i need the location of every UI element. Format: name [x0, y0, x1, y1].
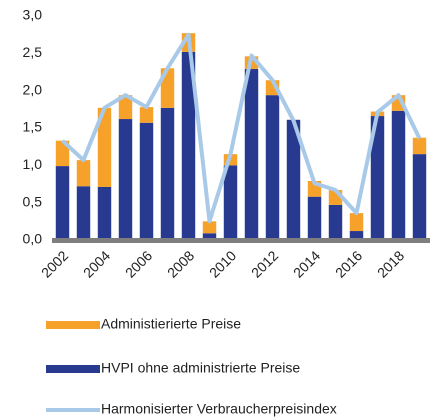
legend-swatch	[46, 365, 100, 373]
x-tick-label: 2006	[122, 247, 155, 280]
x-tick-label: 2018	[374, 247, 407, 280]
x-axis	[52, 238, 430, 243]
legend-label: HVPI ohne administrierte Preise	[101, 360, 300, 376]
bar	[286, 119, 301, 240]
line	[61, 32, 422, 224]
bar	[118, 119, 133, 240]
legend-label: Harmonisierter Verbraucherpreisindex	[101, 401, 337, 417]
bar	[139, 107, 154, 123]
bar	[202, 233, 217, 240]
bar	[76, 186, 91, 240]
bar	[202, 221, 217, 234]
x-tick-label: 2012	[248, 247, 281, 280]
y-tick-label: 0,0	[23, 231, 43, 247]
x-tick-label: 2010	[206, 247, 239, 280]
bar	[55, 166, 70, 240]
y-tick-label: 1,5	[23, 119, 43, 135]
bar	[265, 95, 280, 240]
x-tick-label: 2002	[38, 247, 71, 280]
x-tick-label: 2016	[332, 247, 365, 280]
bar	[97, 186, 112, 240]
bar	[412, 154, 427, 240]
bar	[307, 196, 322, 240]
bar	[370, 116, 385, 240]
x-tick-label: 2008	[164, 247, 197, 280]
bar	[328, 204, 343, 240]
bar	[349, 231, 364, 240]
bar	[118, 95, 133, 120]
y-tick-label: 2,0	[23, 81, 43, 97]
y-tick-label: 3,0	[23, 7, 43, 23]
bar	[244, 69, 259, 240]
bar	[223, 165, 238, 240]
y-tick-label: 0,5	[23, 193, 43, 209]
bar	[349, 213, 364, 232]
x-tick-label: 2014	[290, 247, 323, 280]
bar	[139, 122, 154, 240]
bar	[160, 107, 175, 240]
bar	[55, 140, 70, 167]
bar	[181, 51, 196, 241]
bar	[391, 110, 406, 241]
legend-swatch	[46, 321, 100, 329]
bar	[97, 107, 112, 187]
bar	[412, 137, 427, 155]
y-tick-label: 1,0	[23, 156, 43, 172]
bar	[76, 160, 91, 187]
x-tick-label: 2004	[80, 247, 113, 280]
legend-label: Administierierte Preise	[101, 316, 241, 332]
y-tick-label: 2,5	[23, 44, 43, 60]
